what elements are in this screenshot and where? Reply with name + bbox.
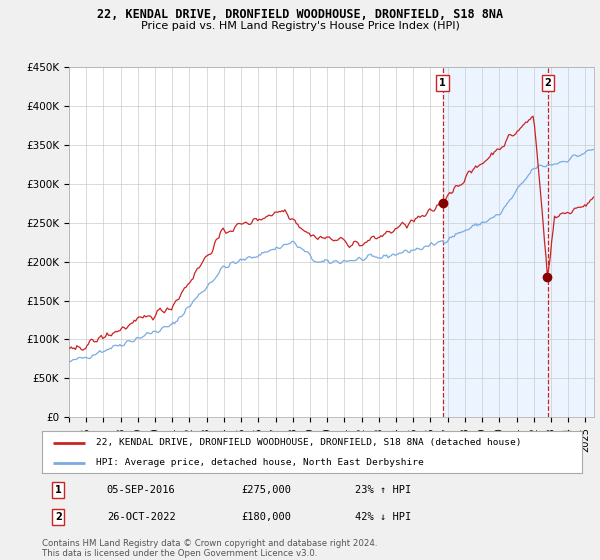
Text: 1: 1	[55, 485, 62, 495]
Bar	[443, 67, 600, 417]
Text: 22, KENDAL DRIVE, DRONFIELD WOODHOUSE, DRONFIELD, S18 8NA (detached house): 22, KENDAL DRIVE, DRONFIELD WOODHOUSE, D…	[96, 438, 521, 447]
Text: HPI: Average price, detached house, North East Derbyshire: HPI: Average price, detached house, Nort…	[96, 458, 424, 467]
Text: 2: 2	[55, 512, 62, 521]
Text: 42% ↓ HPI: 42% ↓ HPI	[355, 512, 412, 521]
Text: £275,000: £275,000	[242, 485, 292, 495]
Text: Price paid vs. HM Land Registry's House Price Index (HPI): Price paid vs. HM Land Registry's House …	[140, 21, 460, 31]
Text: 26-OCT-2022: 26-OCT-2022	[107, 512, 176, 521]
Text: £180,000: £180,000	[242, 512, 292, 521]
Text: 05-SEP-2016: 05-SEP-2016	[107, 485, 176, 495]
Text: 23% ↑ HPI: 23% ↑ HPI	[355, 485, 412, 495]
Text: Contains HM Land Registry data © Crown copyright and database right 2024.
This d: Contains HM Land Registry data © Crown c…	[42, 539, 377, 558]
Text: 2: 2	[544, 78, 551, 88]
Text: 22, KENDAL DRIVE, DRONFIELD WOODHOUSE, DRONFIELD, S18 8NA: 22, KENDAL DRIVE, DRONFIELD WOODHOUSE, D…	[97, 8, 503, 21]
Text: 1: 1	[439, 78, 446, 88]
